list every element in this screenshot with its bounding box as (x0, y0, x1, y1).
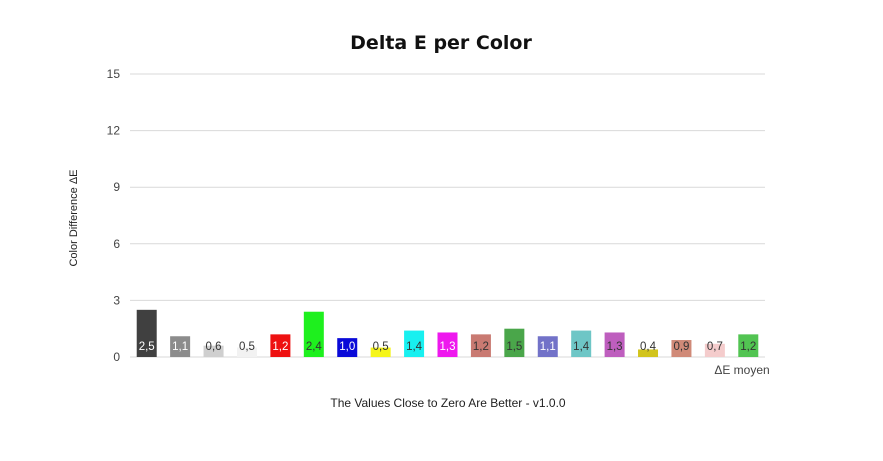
bar (638, 349, 659, 357)
bar-value-label: 1,5 (506, 341, 522, 353)
bar (437, 332, 458, 357)
bar-value-label: 0,7 (707, 341, 723, 353)
bar-value-label: 0,9 (673, 341, 689, 353)
bar (504, 328, 525, 357)
bar-value-label: 1,4 (406, 341, 423, 353)
bar (136, 309, 157, 357)
bar-value-label: 0,4 (640, 341, 657, 353)
series-label: ΔE moyen (714, 363, 769, 377)
y-tick-label: 12 (107, 124, 121, 138)
bar-value-label: 0,6 (206, 341, 222, 353)
bar-value-label: 1,1 (540, 341, 556, 353)
y-axis-label: Color Difference ΔE (68, 169, 80, 266)
bar-value-label: 0,5 (239, 341, 255, 353)
y-tick-label: 9 (113, 180, 120, 194)
chart-title: Delta E per Color (350, 32, 532, 54)
bar-value-label: 1,2 (740, 341, 756, 353)
bar-value-label: 2,4 (306, 341, 323, 353)
bar (571, 330, 592, 357)
bar (370, 347, 391, 357)
bar-value-label: 1,1 (172, 341, 188, 353)
bar (738, 334, 759, 357)
y-tick-label: 15 (107, 67, 121, 81)
bar-value-label: 1,2 (272, 341, 288, 353)
bar (604, 332, 625, 357)
bar (170, 336, 191, 357)
bar-value-label: 0,5 (373, 341, 389, 353)
bar (704, 343, 725, 357)
bar-value-label: 1,4 (573, 341, 590, 353)
bar-value-label: 1,2 (473, 341, 489, 353)
bar-value-label: 1,0 (339, 341, 355, 353)
bar-value-label: 1,3 (607, 341, 623, 353)
y-tick-label: 6 (113, 237, 120, 251)
bar (203, 345, 224, 357)
bar (337, 338, 358, 357)
bar (404, 330, 425, 357)
x-axis-label: The Values Close to Zero Are Better - v1… (330, 396, 566, 410)
bar (236, 347, 257, 357)
bar (671, 340, 692, 357)
bars: 2,5 1,1 0,6 0,5 1,2 2,4 1,0 0,5 1,4 1,3 1,2 1,5 1,1 1… (136, 309, 759, 357)
bar-value-label: 1,3 (440, 341, 456, 353)
bar-value-label: 2,5 (139, 341, 155, 353)
y-axis-ticks: 0 3 6 9 12 15 (107, 67, 121, 364)
bar (537, 336, 558, 357)
bar (303, 311, 324, 357)
gridlines (130, 73, 765, 358)
bar (470, 334, 491, 357)
y-tick-label: 0 (113, 350, 120, 364)
bar (270, 334, 291, 357)
y-tick-label: 3 (113, 293, 120, 307)
